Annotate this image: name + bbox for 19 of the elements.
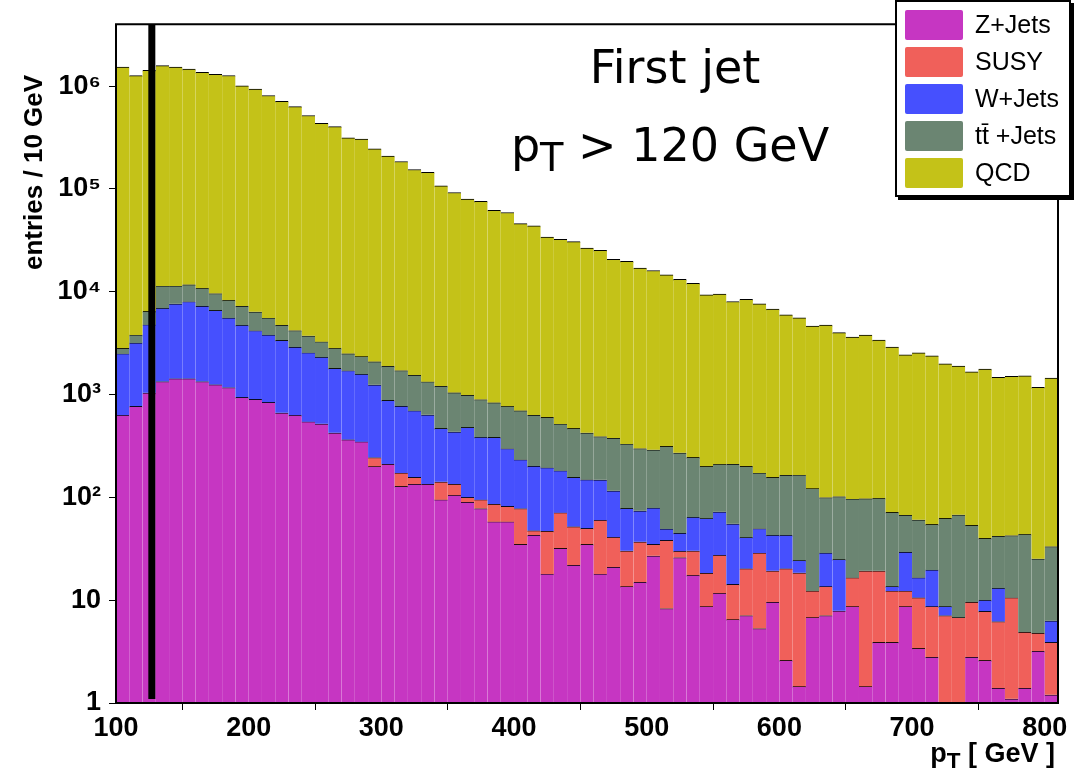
legend-label: tt̄ +Jets <box>974 121 1057 150</box>
x-tick-label: 400 <box>491 711 537 742</box>
legend-label: SUSY <box>974 47 1044 76</box>
y-axis-title: entries / 10 GeV <box>18 74 49 270</box>
y-tick-label: 10⁴ <box>57 275 101 306</box>
y-tick-label: 10³ <box>61 378 101 408</box>
legend-label: QCD <box>974 158 1031 187</box>
y-tick-label: 10² <box>61 480 101 511</box>
x-tick-label: 200 <box>226 711 272 742</box>
x-tick-label: 500 <box>624 711 670 742</box>
text: p$_{T}$ > 120 GeV <box>509 118 831 181</box>
chart-title: First jet <box>588 40 762 94</box>
legend-label: Z+Jets <box>974 10 1051 39</box>
y-tick-label: 10⁵ <box>58 172 101 203</box>
x-tick-label: 300 <box>358 711 404 742</box>
y-tick-label: 10 <box>70 583 101 614</box>
x-tick-label: 600 <box>756 711 802 742</box>
legend-label: W+Jets <box>974 84 1059 113</box>
y-tick-label: 10⁶ <box>58 69 101 100</box>
